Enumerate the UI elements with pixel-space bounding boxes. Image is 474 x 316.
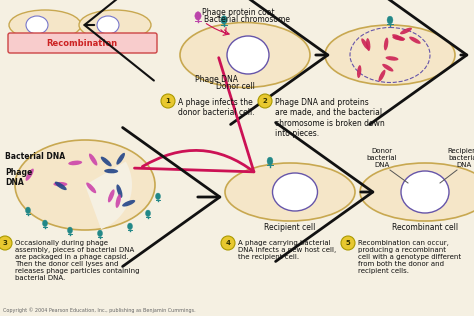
Ellipse shape (387, 16, 393, 24)
Ellipse shape (122, 200, 135, 207)
Text: Recipient cell: Recipient cell (264, 223, 316, 232)
Ellipse shape (392, 36, 405, 40)
Text: 4: 4 (226, 240, 230, 246)
Ellipse shape (68, 161, 82, 165)
Text: A phage infects the
donor bacterial cell.: A phage infects the donor bacterial cell… (178, 98, 255, 118)
Ellipse shape (104, 169, 118, 173)
Ellipse shape (9, 10, 81, 40)
Ellipse shape (97, 16, 119, 34)
Text: Donor cell: Donor cell (216, 82, 255, 91)
Ellipse shape (108, 189, 115, 203)
FancyBboxPatch shape (8, 33, 157, 53)
Ellipse shape (225, 163, 355, 221)
Ellipse shape (366, 38, 370, 51)
Ellipse shape (357, 65, 361, 78)
Ellipse shape (128, 223, 132, 230)
Ellipse shape (146, 210, 150, 217)
Ellipse shape (79, 10, 151, 40)
Text: Occasionally during phage
assembly, pieces of bacterial DNA
are packaged in a ph: Occasionally during phage assembly, piec… (15, 240, 139, 281)
Ellipse shape (273, 173, 318, 211)
Circle shape (221, 236, 235, 250)
Text: Donor
bacterial
DNA: Donor bacterial DNA (367, 148, 397, 168)
Text: Bacterial DNA: Bacterial DNA (5, 152, 65, 161)
Ellipse shape (267, 157, 273, 165)
Ellipse shape (378, 70, 385, 82)
Ellipse shape (89, 154, 97, 166)
Ellipse shape (195, 12, 201, 20)
Ellipse shape (350, 27, 430, 82)
Ellipse shape (86, 183, 96, 193)
Ellipse shape (400, 28, 412, 34)
Text: Recipient
bacterial
DNA: Recipient bacterial DNA (448, 148, 474, 168)
Ellipse shape (361, 38, 369, 50)
Text: Phage
DNA: Phage DNA (5, 168, 32, 187)
Circle shape (161, 94, 175, 108)
Text: Recombination can occur,
producing a recombinant
cell with a genotype different
: Recombination can occur, producing a rec… (358, 240, 461, 274)
Text: 1: 1 (165, 98, 171, 104)
Ellipse shape (360, 163, 474, 221)
Ellipse shape (26, 207, 30, 214)
Text: A phage carrying bacterial
DNA infects a new host cell,
the recipient cell.: A phage carrying bacterial DNA infects a… (238, 240, 336, 260)
Ellipse shape (180, 22, 310, 88)
Ellipse shape (325, 25, 455, 85)
Ellipse shape (116, 194, 121, 208)
Ellipse shape (67, 227, 73, 234)
Text: Copyright © 2004 Pearson Education, Inc., publishing as Benjamin Cummings.: Copyright © 2004 Pearson Education, Inc.… (3, 307, 196, 313)
Ellipse shape (15, 140, 155, 230)
Ellipse shape (385, 56, 399, 61)
Circle shape (341, 236, 355, 250)
Ellipse shape (43, 220, 47, 227)
Ellipse shape (384, 38, 388, 51)
Ellipse shape (26, 16, 48, 34)
Text: Recombination: Recombination (46, 39, 118, 47)
Text: 3: 3 (2, 240, 8, 246)
Circle shape (0, 236, 12, 250)
Text: Phage DNA: Phage DNA (195, 75, 238, 84)
Ellipse shape (221, 16, 227, 24)
Text: 5: 5 (346, 240, 350, 246)
Circle shape (258, 94, 272, 108)
Ellipse shape (116, 153, 125, 165)
Text: Recombinant cell: Recombinant cell (392, 223, 458, 232)
Ellipse shape (26, 169, 34, 181)
Ellipse shape (392, 34, 404, 41)
Ellipse shape (382, 64, 393, 71)
Text: Bacterial chromosome: Bacterial chromosome (204, 15, 290, 24)
Ellipse shape (409, 37, 421, 44)
Ellipse shape (101, 157, 112, 167)
Ellipse shape (401, 171, 449, 213)
Ellipse shape (227, 36, 269, 74)
Text: 2: 2 (263, 98, 267, 104)
Text: Phage protein coat: Phage protein coat (202, 8, 274, 17)
Ellipse shape (54, 182, 67, 186)
Wedge shape (85, 161, 132, 229)
Ellipse shape (98, 230, 102, 237)
Text: Phage DNA and proteins
are made, and the bacterial
chromosome is broken down
int: Phage DNA and proteins are made, and the… (275, 98, 385, 138)
Ellipse shape (155, 193, 161, 200)
Ellipse shape (55, 182, 67, 190)
Ellipse shape (117, 185, 122, 198)
